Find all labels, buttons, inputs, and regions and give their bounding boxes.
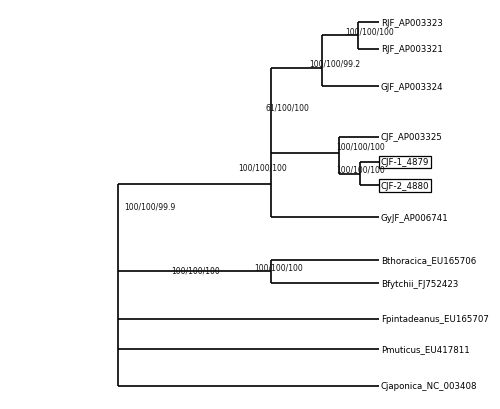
Text: Cjaponica_NC_003408: Cjaponica_NC_003408 [380, 382, 477, 391]
Text: 61/100/100: 61/100/100 [265, 103, 309, 112]
Text: Bfytchii_FJ752423: Bfytchii_FJ752423 [380, 279, 458, 288]
Text: RJF_AP003321: RJF_AP003321 [380, 45, 442, 54]
Text: CJF-2_4880: CJF-2_4880 [380, 182, 429, 191]
Text: RJF_AP003323: RJF_AP003323 [380, 18, 442, 27]
Text: GyJF_AP006741: GyJF_AP006741 [380, 213, 448, 222]
Text: 100/100/100: 100/100/100 [336, 165, 386, 174]
Text: 100/100/100: 100/100/100 [254, 263, 304, 272]
Text: GJF_AP003324: GJF_AP003324 [380, 82, 444, 91]
Text: 100/100/100: 100/100/100 [345, 27, 394, 36]
Text: Fpintadeanus_EU165707: Fpintadeanus_EU165707 [380, 315, 488, 323]
Text: 100/100/99.9: 100/100/99.9 [124, 202, 176, 211]
Text: CJF_AP003325: CJF_AP003325 [380, 133, 442, 142]
Text: 100/100/100: 100/100/100 [336, 142, 386, 151]
Text: Pmuticus_EU417811: Pmuticus_EU417811 [380, 345, 470, 353]
Text: 100/100/100: 100/100/100 [170, 266, 220, 275]
Text: 100/100/100: 100/100/100 [238, 164, 286, 173]
Text: CJF-1_4879: CJF-1_4879 [380, 158, 429, 167]
Text: 100/100/99.2: 100/100/99.2 [310, 59, 360, 68]
Text: Bthoracica_EU165706: Bthoracica_EU165706 [380, 256, 476, 265]
